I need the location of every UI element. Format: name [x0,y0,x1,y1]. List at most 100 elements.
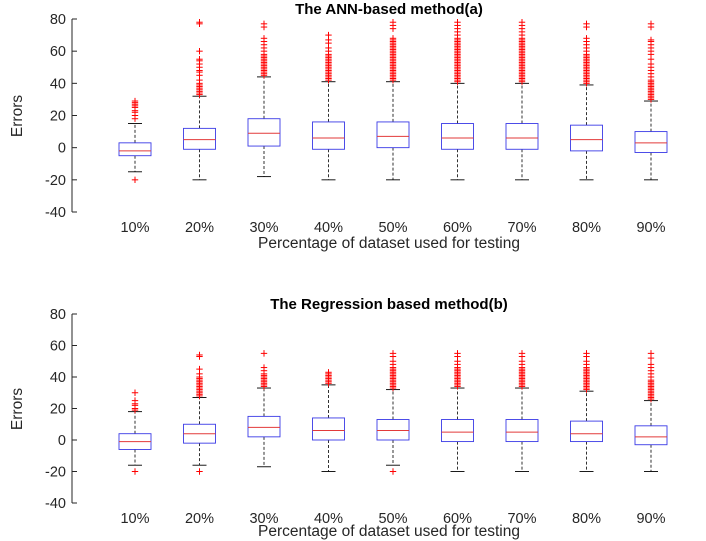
y-tick-label: 80 [50,12,66,28]
iqr-box [312,417,345,441]
x-tick-label: 60% [443,220,472,236]
x-tick-label: 80% [572,511,601,527]
box-40pct [312,369,345,472]
x-tick-label: 20% [185,220,214,236]
x-tick-label: 40% [314,511,343,527]
x-tick-label: 50% [378,511,407,527]
outlier-marker [260,35,268,42]
outlier-marker [196,468,203,475]
x-tick-label: 90% [636,220,665,236]
outlier-marker [131,97,139,105]
box-60pct [441,19,474,181]
y-tick-label: 40 [50,370,66,386]
iqr-box [441,123,474,150]
y-tick-label: 20 [50,109,66,125]
box-80pct [570,350,603,472]
y-tick-label: 60 [50,44,66,60]
iqr-box [634,425,668,446]
outlier-marker [389,350,397,357]
outlier-marker [260,364,268,371]
outlier-marker [518,19,526,26]
outlier-marker [131,397,139,404]
iqr-box [505,123,539,150]
box-20pct [183,351,216,475]
chart-title: The Regression based method(b) [270,296,508,313]
iqr-box [247,415,281,438]
iqr-box [505,419,539,443]
outlier-marker [131,389,139,396]
outlier-marker [196,351,203,359]
box-10pct [118,389,152,475]
x-tick-label: 40% [314,220,343,236]
outlier-marker [647,36,655,44]
outlier-marker [583,350,590,357]
x-axis-label: Percentage of dataset used for testing [258,523,520,540]
outlier-marker [260,350,268,357]
outlier-marker [647,361,655,368]
x-tick-label: 80% [572,220,601,236]
box-30pct [247,20,281,178]
outlier-marker [196,365,203,373]
outlier-marker [325,369,332,376]
y-tick-label: 20 [50,402,66,418]
y-axis-label: Errors [9,388,26,430]
outlier-marker [325,31,332,39]
outlier-marker [196,47,203,55]
x-tick-label: 10% [120,220,149,236]
iqr-box [118,142,152,157]
chart-title: The ANN-based method(a) [295,1,483,18]
iqr-box [441,419,474,443]
iqr-box [247,118,281,147]
outlier-marker [454,350,461,357]
box-50pct [376,350,410,475]
iqr-box [312,121,345,150]
y-tick-label: -20 [45,173,66,189]
box-80pct [570,20,603,181]
x-tick-label: 70% [507,220,536,236]
box-30pct [247,350,281,468]
y-tick-label: -40 [45,496,66,512]
chart-panel-regression: The Regression based method(b) -40 -20 0 20 4… [9,296,668,540]
box-90pct [634,350,668,472]
y-tick-label: 40 [50,76,66,92]
iqr-box [376,419,410,441]
box-90pct [634,20,668,181]
outlier-marker [518,350,526,357]
x-tick-label: 90% [636,511,665,527]
iqr-box [570,124,603,152]
outlier-marker [583,35,590,42]
y-tick-label: -20 [45,465,66,481]
box-60pct [441,350,474,472]
iqr-box [570,420,603,443]
outlier-marker [389,35,397,42]
y-tick-label: 0 [58,433,66,449]
x-tick-label: 30% [249,220,278,236]
y-tick-label: 0 [58,141,66,157]
x-axis-label: Percentage of dataset used for testing [258,235,520,252]
y-tick-label: -40 [45,205,66,221]
x-tick-label: 10% [120,511,149,527]
box-10pct [118,97,152,184]
y-tick-label: 60 [50,339,66,355]
outlier-marker [260,20,268,28]
chart-panel-ann: The ANN-based method(a) -40 -20 0 20 40 60 80 Er… [9,1,668,252]
x-tick-label: 30% [249,511,278,527]
iqr-box [376,121,410,149]
iqr-box [634,131,668,153]
box-20pct [183,19,216,181]
outlier-marker [131,176,139,184]
outlier-marker [583,20,590,28]
box-50pct [376,19,410,181]
iqr-box [183,127,216,150]
box-70pct [505,350,539,472]
x-tick-label: 20% [185,511,214,527]
y-axis-label: Errors [9,95,26,137]
outlier-marker [454,19,461,26]
outlier-marker [131,468,139,475]
box-40pct [312,31,345,181]
outlier-marker [196,19,203,26]
box-70pct [505,19,539,181]
x-tick-label: 70% [507,511,536,527]
outlier-marker [389,468,397,475]
